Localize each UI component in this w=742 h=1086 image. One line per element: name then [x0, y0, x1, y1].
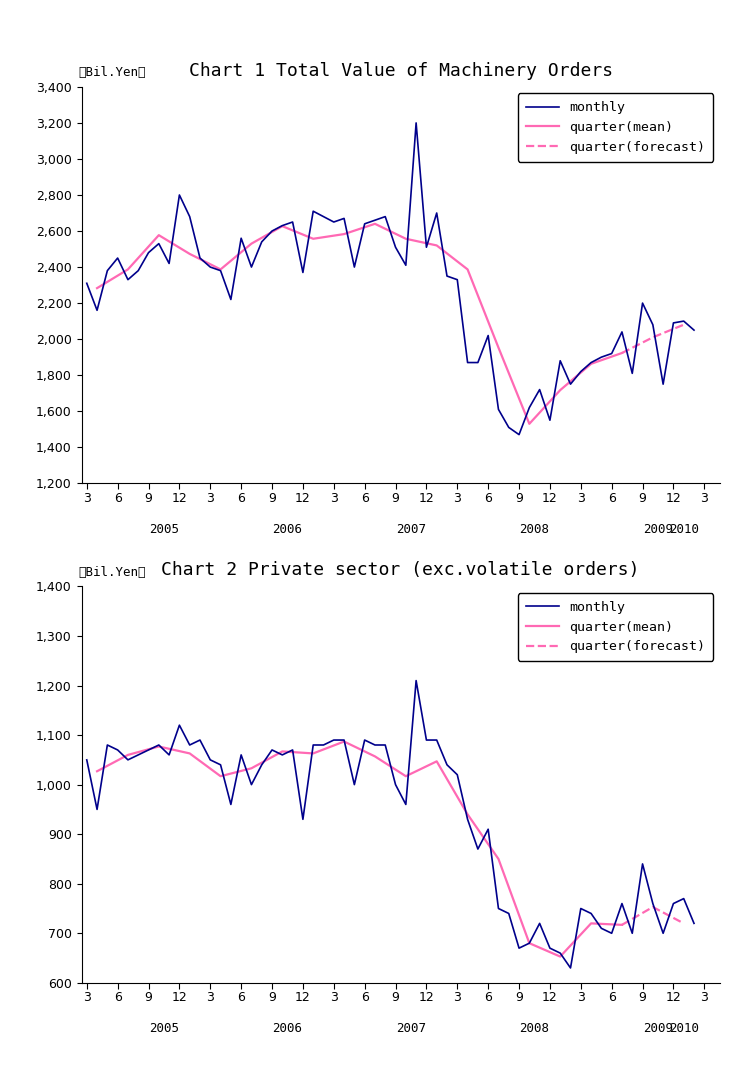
- Text: 2010: 2010: [669, 522, 699, 535]
- monthly: [689, 324, 698, 337]
- monthly: [288, 215, 297, 228]
- Line: quarter(mean): quarter(mean): [97, 742, 622, 957]
- quarter(mean): [247, 237, 256, 250]
- quarter(mean): [617, 346, 626, 359]
- quarter(mean): [216, 263, 225, 276]
- quarter(mean): [525, 417, 533, 430]
- Legend: monthly, quarter(mean), quarter(forecast): monthly, quarter(mean), quarter(forecast…: [518, 93, 713, 162]
- quarter(forecast): [617, 346, 626, 359]
- Line: quarter(forecast): quarter(forecast): [622, 325, 683, 353]
- monthly: [278, 219, 286, 232]
- quarter(mean): [278, 219, 286, 232]
- quarter(mean): [154, 229, 163, 242]
- quarter(mean): [340, 735, 349, 748]
- quarter(mean): [463, 808, 472, 821]
- Legend: monthly, quarter(mean), quarter(forecast): monthly, quarter(mean), quarter(forecast…: [518, 593, 713, 661]
- monthly: [412, 116, 421, 129]
- quarter(mean): [123, 748, 132, 761]
- quarter(mean): [433, 755, 441, 768]
- quarter(mean): [278, 745, 286, 758]
- quarter(mean): [93, 281, 102, 294]
- monthly: [515, 428, 524, 441]
- monthly: [473, 356, 482, 369]
- Text: 2007: 2007: [396, 1023, 426, 1035]
- Text: 2008: 2008: [519, 522, 550, 535]
- monthly: [473, 843, 482, 856]
- quarter(forecast): [649, 900, 657, 913]
- monthly: [237, 748, 246, 761]
- Line: quarter(mean): quarter(mean): [97, 224, 622, 424]
- monthly: [257, 758, 266, 771]
- quarter(mean): [587, 357, 596, 370]
- monthly: [689, 917, 698, 930]
- quarter(mean): [370, 217, 379, 230]
- quarter(mean): [433, 239, 441, 252]
- quarter(mean): [216, 770, 225, 783]
- quarter(mean): [309, 232, 318, 245]
- quarter(mean): [401, 770, 410, 783]
- quarter(mean): [494, 341, 503, 354]
- Text: 2005: 2005: [149, 522, 179, 535]
- quarter(mean): [463, 263, 472, 276]
- quarter(forecast): [679, 917, 688, 930]
- Line: monthly: monthly: [87, 123, 694, 434]
- Text: 2009: 2009: [643, 1023, 673, 1035]
- quarter(mean): [401, 232, 410, 245]
- quarter(forecast): [649, 331, 657, 344]
- quarter(mean): [154, 740, 163, 753]
- Title: Chart 2 Private sector (exc.volatile orders): Chart 2 Private sector (exc.volatile ord…: [162, 561, 640, 579]
- Text: 2006: 2006: [272, 1023, 303, 1035]
- quarter(mean): [556, 383, 565, 396]
- Text: 2010: 2010: [669, 1023, 699, 1035]
- quarter(forecast): [617, 919, 626, 932]
- Line: quarter(forecast): quarter(forecast): [622, 907, 683, 925]
- quarter(mean): [309, 747, 318, 760]
- quarter(mean): [370, 749, 379, 762]
- Text: （Bil.Yen）: （Bil.Yen）: [79, 66, 146, 79]
- quarter(forecast): [679, 318, 688, 331]
- monthly: [82, 754, 91, 767]
- Text: 2007: 2007: [396, 522, 426, 535]
- quarter(mean): [556, 950, 565, 963]
- Title: Chart 1 Total Value of Machinery Orders: Chart 1 Total Value of Machinery Orders: [188, 62, 613, 79]
- Text: 2006: 2006: [272, 522, 303, 535]
- monthly: [82, 277, 91, 290]
- monthly: [288, 744, 297, 757]
- quarter(mean): [494, 853, 503, 866]
- quarter(mean): [340, 228, 349, 241]
- monthly: [237, 231, 246, 244]
- monthly: [412, 674, 421, 687]
- monthly: [186, 738, 194, 752]
- quarter(mean): [123, 263, 132, 276]
- Text: 2005: 2005: [149, 1023, 179, 1035]
- monthly: [186, 210, 194, 223]
- quarter(mean): [247, 761, 256, 774]
- quarter(mean): [525, 936, 533, 949]
- quarter(mean): [617, 919, 626, 932]
- monthly: [257, 236, 266, 249]
- Line: monthly: monthly: [87, 681, 694, 968]
- monthly: [566, 961, 575, 974]
- quarter(mean): [93, 765, 102, 778]
- Text: （Bil.Yen）: （Bil.Yen）: [79, 566, 146, 579]
- Text: 2008: 2008: [519, 1023, 550, 1035]
- quarter(mean): [186, 248, 194, 261]
- Text: 2009: 2009: [643, 522, 673, 535]
- monthly: [278, 748, 286, 761]
- quarter(mean): [587, 917, 596, 930]
- quarter(mean): [186, 747, 194, 760]
